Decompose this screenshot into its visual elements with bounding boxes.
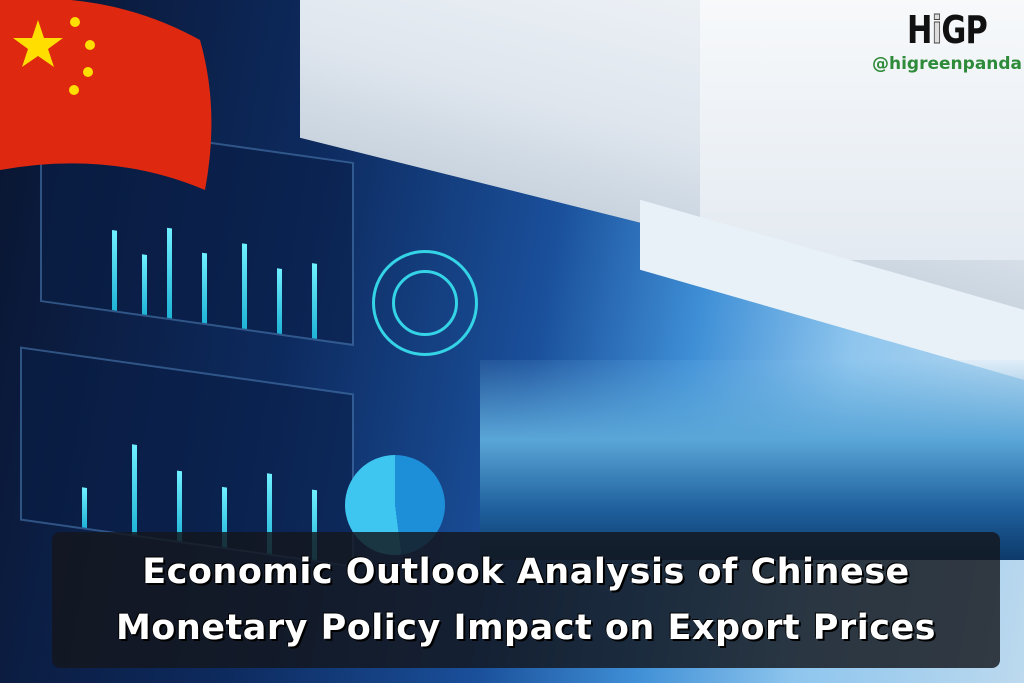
higp-logo: HiGP @higreenpanda xyxy=(872,8,1023,75)
headline-caption: Economic Outlook Analysis of Chinese Mon… xyxy=(52,532,1000,668)
headline-line-2: Monetary Policy Impact on Export Prices xyxy=(115,608,937,648)
radar-ring-chart xyxy=(372,250,478,356)
china-flag-icon xyxy=(0,0,212,190)
social-handle: @higreenpanda xyxy=(872,54,1023,74)
city-skyline-screen xyxy=(480,360,1024,560)
sign-band xyxy=(700,0,1024,260)
headline-line-1: Economic Outlook Analysis of Chinese xyxy=(142,552,910,592)
logo-mark: HiGP xyxy=(907,8,988,52)
